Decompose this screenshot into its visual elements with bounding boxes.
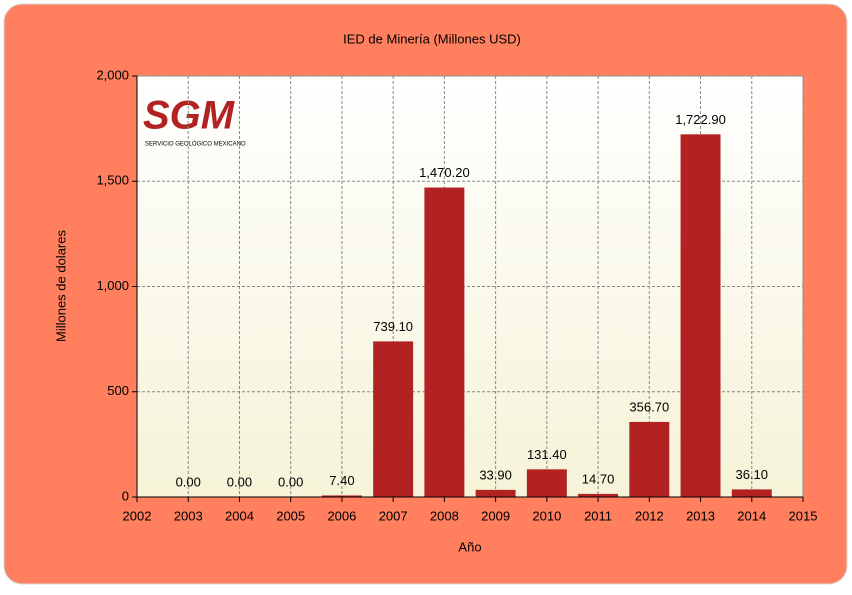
- data-label: 739.10: [373, 319, 413, 334]
- data-label: 33.90: [479, 467, 512, 482]
- x-tick-label: 2002: [123, 508, 152, 523]
- data-label: 14.70: [582, 471, 615, 486]
- y-tick-label: 1,500: [96, 173, 129, 188]
- data-label: 356.70: [629, 399, 669, 414]
- chart-title: IED de Minería (Millones USD): [343, 31, 521, 46]
- bar: [373, 341, 414, 497]
- logo-text: SGM: [143, 94, 236, 138]
- data-label: 0.00: [278, 474, 303, 489]
- x-tick-label: 2011: [584, 508, 612, 523]
- y-tick-label: 500: [107, 383, 129, 398]
- bar: [424, 187, 465, 498]
- bar: [578, 493, 619, 497]
- logo-subtitle: SERVICIO GEOLÓGICO MEXICANO: [145, 141, 246, 148]
- data-label: 7.40: [329, 473, 354, 488]
- bar: [526, 469, 567, 497]
- y-tick-label: 2,000: [96, 67, 129, 82]
- y-tick-label: 0: [122, 488, 129, 503]
- x-tick-label: 2014: [737, 508, 766, 523]
- x-tick-label: 2012: [635, 508, 664, 523]
- x-tick-label: 2004: [225, 508, 254, 523]
- bar: [475, 489, 516, 497]
- data-label: 131.40: [527, 447, 567, 462]
- y-axis-label: Millones de dolares: [53, 230, 68, 343]
- bar: [680, 134, 721, 498]
- data-label: 0.00: [227, 474, 252, 489]
- bar: [629, 421, 670, 497]
- y-tick-label: 1,000: [96, 278, 129, 293]
- x-tick-label: 2013: [686, 508, 715, 523]
- x-axis-label: Año: [458, 539, 481, 554]
- x-tick-label: 2005: [276, 508, 305, 523]
- x-tick-label: 2015: [789, 508, 818, 523]
- x-tick-label: 2008: [430, 508, 459, 523]
- x-tick-label: 2006: [327, 508, 356, 523]
- data-label: 0.00: [176, 474, 201, 489]
- x-tick-label: 2003: [174, 508, 203, 523]
- bar: [321, 495, 362, 497]
- bar: [731, 489, 772, 497]
- data-label: 1,722.90: [675, 112, 726, 127]
- data-label: 1,470.20: [419, 165, 470, 180]
- data-label: 36.10: [735, 467, 768, 482]
- x-tick-label: 2009: [481, 508, 510, 523]
- x-tick-label: 2007: [379, 508, 408, 523]
- x-tick-label: 2010: [532, 508, 561, 523]
